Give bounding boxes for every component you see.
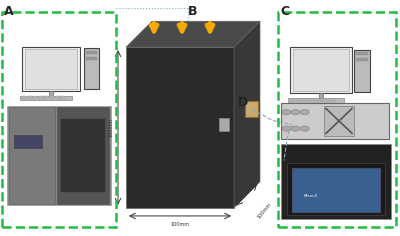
Bar [61, 96, 65, 97]
Text: 100mm: 100mm [257, 202, 273, 220]
Bar [61, 97, 65, 98]
Bar [314, 101, 318, 102]
Bar [290, 47, 352, 93]
Circle shape [282, 126, 291, 131]
Bar [332, 101, 336, 102]
Bar [296, 99, 300, 100]
Bar [56, 97, 60, 98]
Bar [56, 96, 60, 97]
Text: A: A [4, 5, 14, 18]
Bar [314, 99, 318, 100]
Bar [37, 97, 65, 98]
Bar [356, 58, 368, 61]
Bar [314, 100, 318, 101]
Bar [44, 96, 48, 97]
Bar [86, 57, 97, 60]
Bar [57, 107, 109, 204]
Bar [245, 101, 258, 117]
Bar [308, 99, 312, 100]
Bar [308, 100, 312, 101]
Bar [14, 135, 42, 148]
Text: Micro-II: Micro-II [304, 194, 318, 198]
Bar [288, 98, 344, 103]
Bar [308, 101, 312, 102]
Bar [7, 106, 111, 205]
Bar [324, 106, 354, 136]
Bar [281, 103, 389, 139]
Bar [61, 119, 105, 192]
Bar [39, 98, 43, 99]
Bar [320, 101, 324, 102]
Bar [293, 49, 349, 91]
Text: C: C [280, 5, 289, 18]
Text: B: B [188, 5, 198, 18]
Bar [44, 98, 48, 99]
Text: 100mm: 100mm [170, 222, 190, 227]
Bar [22, 96, 26, 97]
Bar [320, 99, 324, 100]
Bar [302, 101, 306, 102]
Bar [39, 96, 43, 97]
Bar [33, 98, 37, 99]
Text: D: D [238, 96, 248, 109]
Bar [356, 52, 368, 55]
Bar [9, 107, 55, 204]
Bar [50, 91, 53, 97]
Bar [354, 50, 370, 92]
Bar [320, 100, 324, 101]
Bar [307, 99, 335, 101]
Bar [302, 100, 306, 101]
Bar [332, 100, 336, 101]
Polygon shape [126, 21, 260, 47]
Bar [302, 99, 306, 100]
Polygon shape [234, 21, 260, 208]
Bar [86, 51, 97, 54]
Bar [33, 97, 37, 98]
Bar [326, 101, 330, 102]
Bar [84, 48, 99, 88]
Bar [319, 93, 322, 99]
Circle shape [300, 126, 309, 131]
Polygon shape [126, 47, 234, 208]
Bar [326, 100, 330, 101]
Circle shape [282, 110, 291, 115]
Bar [332, 99, 336, 100]
Bar [22, 97, 26, 98]
Bar [50, 98, 54, 99]
Bar [28, 96, 32, 97]
Bar [22, 98, 26, 99]
Text: 100mm: 100mm [108, 118, 113, 137]
Circle shape [291, 126, 300, 131]
Bar [56, 98, 60, 99]
Bar [281, 144, 391, 219]
Bar [44, 97, 48, 98]
Bar [28, 97, 32, 98]
Bar [290, 101, 294, 102]
Bar [28, 98, 32, 99]
Bar [290, 99, 294, 100]
Bar [20, 96, 72, 100]
Bar [278, 12, 396, 227]
Bar [61, 98, 65, 99]
Bar [22, 47, 80, 91]
Bar [50, 96, 54, 97]
Bar [2, 12, 116, 227]
Bar [326, 99, 330, 100]
Bar [39, 97, 43, 98]
Bar [287, 163, 385, 215]
Bar [296, 101, 300, 102]
Bar [25, 49, 77, 89]
Circle shape [300, 110, 309, 115]
Bar [296, 100, 300, 101]
Bar [290, 100, 294, 101]
Circle shape [291, 110, 300, 115]
Bar [219, 118, 229, 131]
Bar [33, 96, 37, 97]
Bar [50, 97, 54, 98]
Bar [292, 168, 380, 212]
